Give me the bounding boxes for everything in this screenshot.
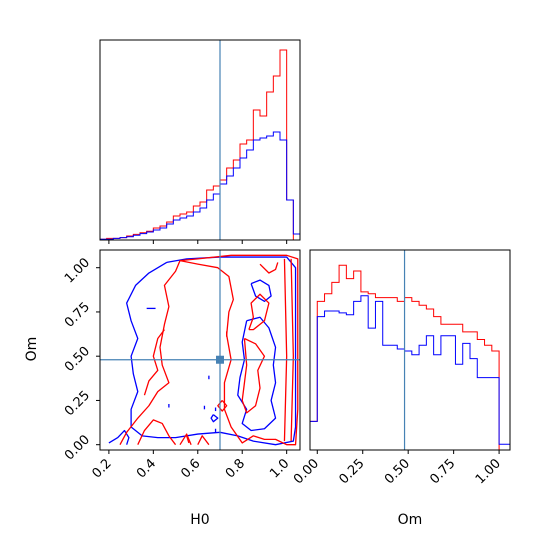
contour-line (108, 429, 130, 445)
contour-line (137, 419, 177, 446)
contour-line (248, 293, 270, 331)
contour-line (119, 260, 181, 445)
contour-line (217, 400, 228, 412)
contour-line (259, 262, 279, 274)
contour-line (290, 258, 294, 442)
histogram-series-blue (100, 131, 300, 240)
contour-line (186, 435, 190, 444)
contour-line (210, 414, 219, 423)
panel-frame (99, 39, 301, 241)
panel-frame (309, 249, 511, 451)
contour-line (237, 316, 277, 432)
contour-line (241, 337, 266, 414)
h0-histogram-panel (99, 39, 301, 244)
contour-line (179, 433, 192, 446)
x-axis-label-om: Om (398, 512, 423, 528)
histogram-series-red (100, 49, 300, 240)
truth-marker (216, 355, 224, 364)
contour-line (179, 254, 299, 446)
contour-line (250, 279, 272, 302)
y-axis-label-om: Om (24, 337, 40, 362)
histogram-series-blue (310, 295, 510, 450)
contour-line (143, 329, 165, 396)
contour-line (283, 258, 288, 442)
contour-line (197, 435, 210, 446)
x-axis-label-h0: H0 (190, 512, 209, 528)
contour-line (126, 256, 297, 446)
panel-frame (99, 249, 301, 451)
